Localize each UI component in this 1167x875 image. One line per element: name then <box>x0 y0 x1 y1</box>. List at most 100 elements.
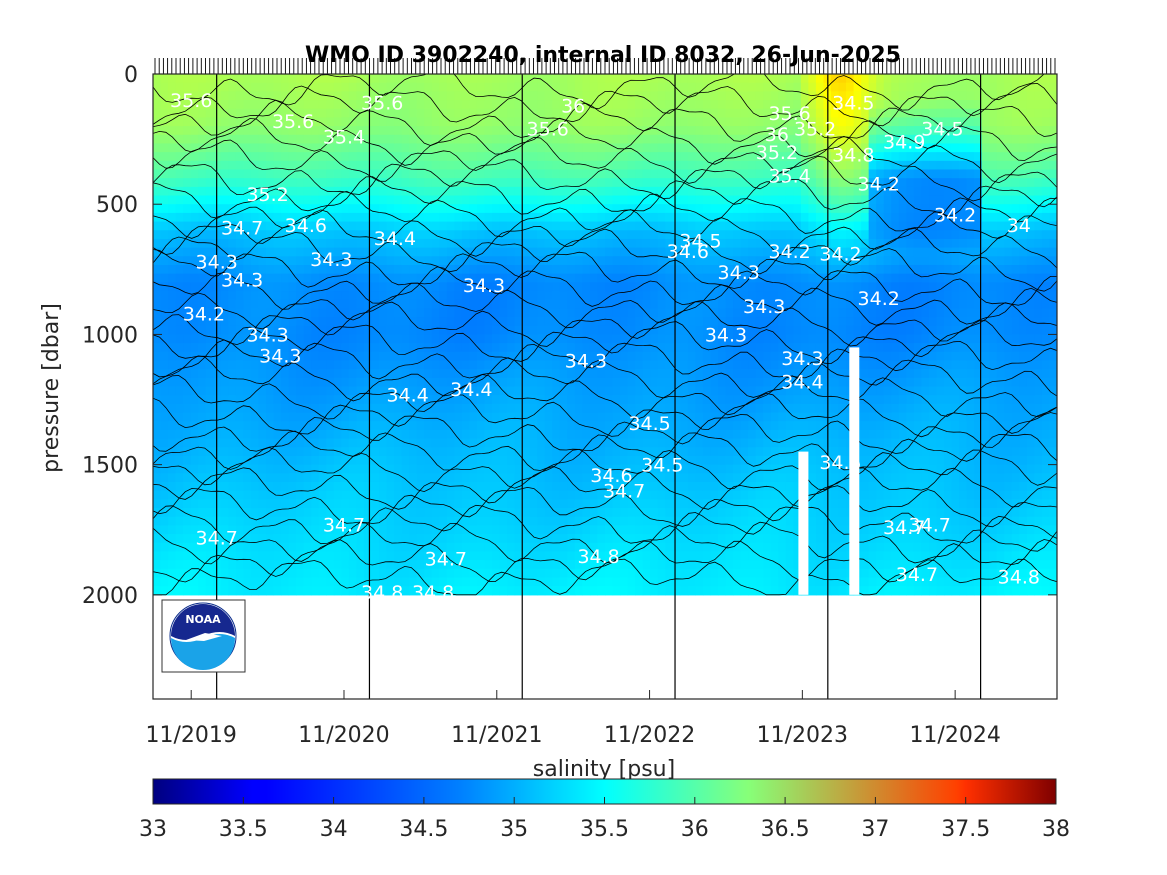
field-cell <box>597 230 606 240</box>
field-cell <box>356 117 365 127</box>
field-cell <box>748 438 757 448</box>
field-cell <box>379 117 388 127</box>
field-cell <box>484 178 493 188</box>
field-cell <box>363 143 373 153</box>
field-cell <box>620 438 629 448</box>
field-cell <box>492 351 501 362</box>
field-cell <box>627 577 636 587</box>
field-cell <box>235 438 244 448</box>
field-cell <box>311 429 320 440</box>
field-cell <box>379 429 388 440</box>
field-cell <box>281 91 290 101</box>
field-cell <box>318 160 327 171</box>
field-cell <box>198 152 207 162</box>
field-cell <box>552 247 561 257</box>
field-cell <box>740 247 749 257</box>
field-cell <box>484 412 493 422</box>
field-cell <box>507 195 516 205</box>
field-cell <box>650 152 659 162</box>
field-cell <box>499 308 508 318</box>
field-cell <box>476 560 486 570</box>
field-cell <box>409 317 418 327</box>
field-cell <box>589 577 599 587</box>
field-cell <box>589 499 599 509</box>
field-cell <box>582 143 591 153</box>
field-cell <box>363 481 373 492</box>
field-cell <box>567 577 576 587</box>
field-cell <box>514 152 523 162</box>
field-cell <box>333 247 342 257</box>
field-cell <box>665 412 674 422</box>
field-cell <box>763 360 772 370</box>
field-cell <box>243 195 252 205</box>
field-cell <box>205 100 214 110</box>
field-cell <box>514 230 523 240</box>
field-cell <box>755 134 764 145</box>
field-cell <box>348 308 357 318</box>
field-cell <box>386 377 395 388</box>
field-cell <box>499 325 508 336</box>
field-cell <box>461 238 470 249</box>
field-cell <box>243 256 252 266</box>
field-cell <box>266 325 275 336</box>
field-cell <box>476 186 486 197</box>
field-cell <box>605 473 614 483</box>
field-cell <box>431 91 440 101</box>
field-cell <box>755 117 764 127</box>
field-cell <box>394 438 403 448</box>
field-cell <box>529 126 538 136</box>
field-cell <box>680 160 689 171</box>
field-cell <box>243 204 252 214</box>
field-cell <box>311 238 320 249</box>
field-cell <box>552 369 561 379</box>
field-cell <box>439 490 448 500</box>
field-cell <box>657 221 666 231</box>
field-cell <box>198 108 207 118</box>
field-cell <box>597 429 606 440</box>
field-cell <box>235 534 244 544</box>
field-cell <box>258 291 267 301</box>
field-cell <box>755 351 764 362</box>
field-cell <box>650 403 659 414</box>
field-cell <box>544 195 553 205</box>
field-cell <box>657 377 666 388</box>
field-cell <box>552 91 561 101</box>
field-cell <box>228 291 237 301</box>
field-cell <box>213 351 222 362</box>
field-cell <box>386 473 395 483</box>
field-cell <box>205 308 214 318</box>
field-cell <box>198 178 207 188</box>
field-cell <box>424 325 433 336</box>
field-cell <box>484 264 493 275</box>
field-cell <box>605 464 614 474</box>
field-cell <box>424 273 433 283</box>
field-cell <box>228 299 237 309</box>
field-cell <box>718 499 727 509</box>
field-cell <box>529 317 538 327</box>
field-cell <box>213 100 222 110</box>
field-cell <box>748 134 757 145</box>
field-cell <box>605 455 614 466</box>
field-cell <box>296 586 305 596</box>
field-cell <box>341 369 350 379</box>
field-cell <box>665 230 674 240</box>
field-cell <box>303 395 312 405</box>
field-cell <box>657 542 666 553</box>
field-cell <box>755 473 764 483</box>
field-cell <box>318 421 327 431</box>
field-cell <box>763 186 772 197</box>
field-cell <box>243 126 252 136</box>
field-cell <box>356 212 365 223</box>
field-cell <box>333 499 342 509</box>
field-cell <box>235 100 244 110</box>
field-cell <box>446 256 455 266</box>
field-cell <box>168 403 177 414</box>
field-cell <box>695 169 704 179</box>
field-cell <box>348 143 357 153</box>
field-cell <box>642 464 651 474</box>
field-cell <box>303 568 312 579</box>
field-cell <box>492 126 501 136</box>
field-cell <box>627 447 636 457</box>
field-cell <box>303 542 312 553</box>
field-cell <box>348 108 357 118</box>
